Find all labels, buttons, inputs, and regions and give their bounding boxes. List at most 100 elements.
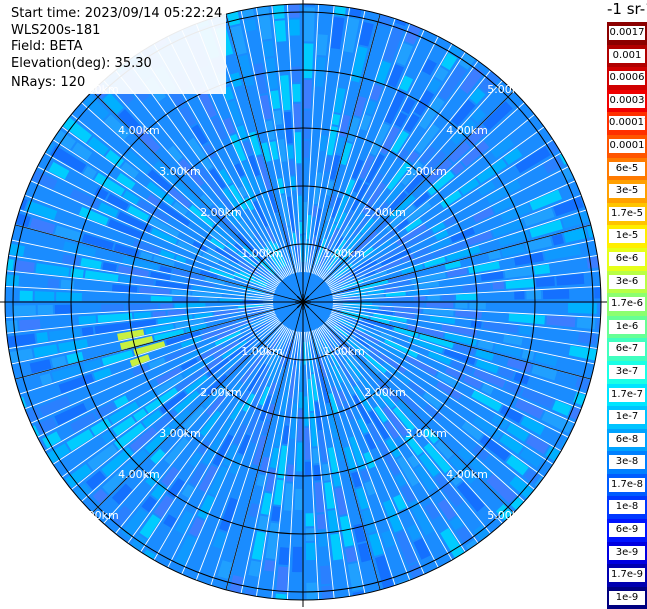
ray-gate bbox=[289, 19, 300, 36]
ray-gate bbox=[369, 346, 380, 356]
ray-gate bbox=[334, 438, 345, 462]
ray-gate bbox=[314, 482, 325, 513]
ray-gate bbox=[203, 143, 217, 159]
ray-gate bbox=[294, 488, 303, 511]
ray-gate bbox=[260, 492, 272, 515]
ray-gate bbox=[198, 464, 218, 493]
ray-gate bbox=[364, 172, 384, 200]
ray-gate bbox=[113, 395, 129, 409]
ray-gate bbox=[78, 206, 109, 226]
ray-gate bbox=[143, 97, 170, 128]
ray-gate bbox=[347, 562, 363, 592]
ray-gate bbox=[326, 333, 347, 358]
ray-gate bbox=[277, 178, 285, 194]
ray-gate bbox=[47, 278, 60, 289]
ray-gate bbox=[360, 279, 373, 286]
ray-gate bbox=[523, 207, 555, 227]
ray-gate bbox=[317, 338, 327, 358]
ray-gate bbox=[477, 180, 496, 196]
colorbar-level: 1.7e-9 bbox=[607, 564, 647, 587]
ray-gate bbox=[19, 318, 41, 331]
ray-gate bbox=[475, 349, 494, 361]
ray-gate bbox=[231, 311, 249, 317]
ray-gate bbox=[171, 275, 185, 283]
ray-gate bbox=[16, 376, 41, 393]
ray-gate bbox=[381, 530, 396, 548]
elevation-text: Elevation(deg): 35.30 bbox=[11, 55, 152, 71]
ray-gate bbox=[223, 294, 242, 299]
ray-gate bbox=[345, 357, 362, 378]
ray-gate bbox=[350, 230, 378, 257]
ray-gate bbox=[290, 176, 296, 191]
ray-gate bbox=[344, 233, 362, 254]
ray-gate bbox=[304, 427, 311, 460]
ray-gate bbox=[319, 337, 335, 365]
sector-line bbox=[302, 301, 381, 590]
ray-gate bbox=[79, 220, 113, 239]
ray-gate bbox=[299, 363, 303, 391]
ray-gap-line bbox=[324, 102, 525, 283]
ray-gate bbox=[322, 417, 331, 434]
ray-gate bbox=[246, 576, 259, 589]
ray-gate bbox=[338, 390, 347, 403]
ray-gate bbox=[550, 258, 586, 273]
ray-gate bbox=[157, 314, 193, 325]
ray-gate bbox=[303, 79, 312, 109]
ray-gate bbox=[344, 446, 357, 472]
ray-gate bbox=[441, 324, 478, 337]
ray-gate bbox=[370, 84, 383, 102]
ray-gate bbox=[264, 241, 275, 255]
ray-gap-line bbox=[19, 310, 275, 395]
ray-gate bbox=[139, 251, 153, 261]
ray-gate bbox=[85, 379, 111, 397]
ray-gate bbox=[201, 326, 232, 340]
ray-gate bbox=[406, 524, 422, 541]
range-label: 5.00km bbox=[487, 83, 529, 96]
ray-gate bbox=[247, 363, 267, 392]
ray-gate bbox=[205, 374, 228, 396]
ray-gate bbox=[499, 405, 523, 424]
ray-gate bbox=[236, 206, 256, 232]
ray-gate bbox=[132, 364, 150, 377]
ray-gate bbox=[504, 381, 523, 396]
ray-gate bbox=[418, 97, 445, 130]
ray-gate bbox=[152, 310, 166, 318]
ray-gate bbox=[87, 444, 118, 471]
ray-gate bbox=[296, 442, 303, 472]
ray-gate bbox=[142, 409, 163, 428]
ray-gate bbox=[231, 287, 244, 293]
ray-gate bbox=[248, 355, 268, 382]
ray-gate bbox=[201, 184, 220, 205]
ray-gate bbox=[235, 224, 255, 245]
ray-gate bbox=[413, 253, 434, 265]
colorbar-level-label: 0.001 bbox=[609, 48, 645, 63]
ray-gate bbox=[137, 390, 157, 407]
colorbar-level: 3e-9 bbox=[607, 541, 647, 565]
ray-gate bbox=[187, 137, 213, 171]
ray-gate bbox=[288, 4, 300, 18]
colorbar-level-label: 1e-6 bbox=[609, 319, 645, 334]
ray-gate bbox=[485, 129, 503, 147]
ray-gate bbox=[568, 345, 598, 361]
ray-gate bbox=[238, 54, 255, 87]
ray-gate bbox=[55, 456, 78, 477]
ray-gate bbox=[229, 338, 256, 360]
colorbar-level-label: 1e-5 bbox=[609, 229, 645, 244]
ray-gate bbox=[223, 328, 253, 347]
ray-gap-line bbox=[316, 36, 439, 276]
ray-gap-line bbox=[115, 325, 285, 534]
colorbar-level-label: 0.0003 bbox=[609, 93, 645, 108]
ray-gate bbox=[393, 326, 419, 338]
ray-gate bbox=[87, 118, 106, 137]
ray-gate bbox=[328, 223, 337, 237]
ray-gate bbox=[210, 205, 238, 234]
ray-gate bbox=[380, 126, 400, 155]
ray-gate bbox=[189, 204, 215, 228]
ray-gate bbox=[330, 16, 345, 50]
ray-gate bbox=[222, 117, 236, 135]
ray-gate bbox=[285, 399, 293, 424]
ray-gate bbox=[172, 269, 205, 281]
range-labels: 1.00km 1.00km 1.00km 1.00km 2.00km 2.00km 2.00… bbox=[77, 83, 529, 522]
ray-gate bbox=[48, 161, 70, 180]
ray-gate bbox=[492, 281, 505, 290]
